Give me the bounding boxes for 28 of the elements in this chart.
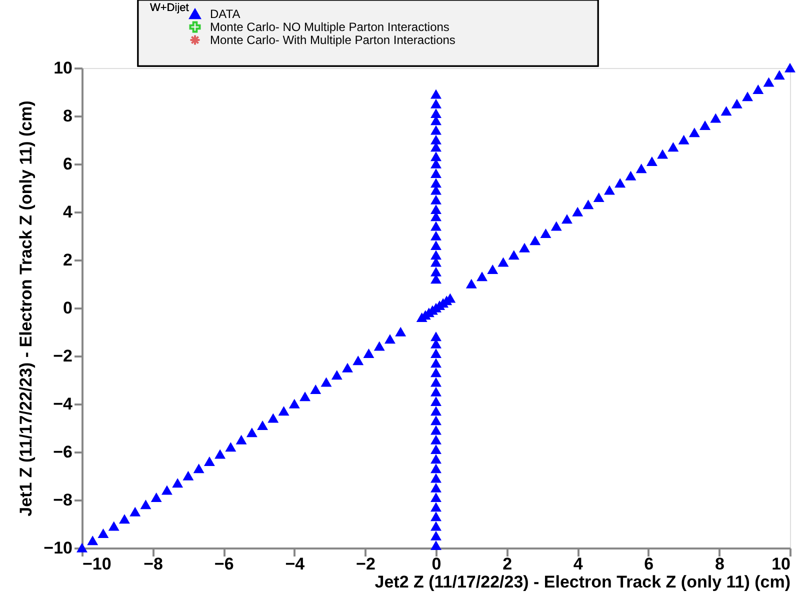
y-tick-label: −8	[53, 490, 72, 510]
y-axis-title: Jet1 Z (11/17/22/23) - Electron Track Z (only 11) (cm)	[16, 100, 36, 516]
y-tick-label: 10	[54, 58, 72, 78]
x-axis-title: Jet2 Z (11/17/22/23) - Electron Track Z (only 11) (cm)	[374, 572, 790, 592]
y-tick-label: 6	[63, 154, 72, 174]
x-tick-label: 0	[432, 554, 442, 574]
y-tick-label: −4	[53, 394, 74, 414]
x-tick-label: −6	[214, 554, 234, 574]
y-tick-label: 8	[63, 106, 72, 126]
legend-label: Monte Carlo- With Multiple Parton Interactions	[210, 33, 456, 47]
y-tick-label: −10	[44, 538, 72, 558]
y-tick-label: 0	[63, 298, 72, 318]
y-tick-label: 2	[63, 250, 72, 270]
x-tick-label: 6	[644, 554, 654, 574]
legend-label: DATA	[210, 7, 240, 21]
legend-title: W+Dijet	[150, 2, 189, 14]
x-tick-label: 4	[573, 554, 584, 574]
x-tick-label: −2	[356, 554, 376, 574]
x-tick-label: 8	[714, 554, 724, 574]
legend-label: Monte Carlo- NO Multiple Parton Interactions	[210, 20, 450, 34]
y-tick-label: 4	[63, 202, 74, 222]
x-tick-label: 10	[772, 554, 790, 574]
x-tick-label: −4	[285, 554, 306, 574]
x-tick-label: 2	[502, 554, 512, 574]
x-tick-label: −10	[82, 554, 112, 574]
y-tick-label: −6	[53, 442, 72, 462]
x-tick-label: −8	[144, 554, 163, 574]
y-tick-label: −2	[53, 346, 72, 366]
